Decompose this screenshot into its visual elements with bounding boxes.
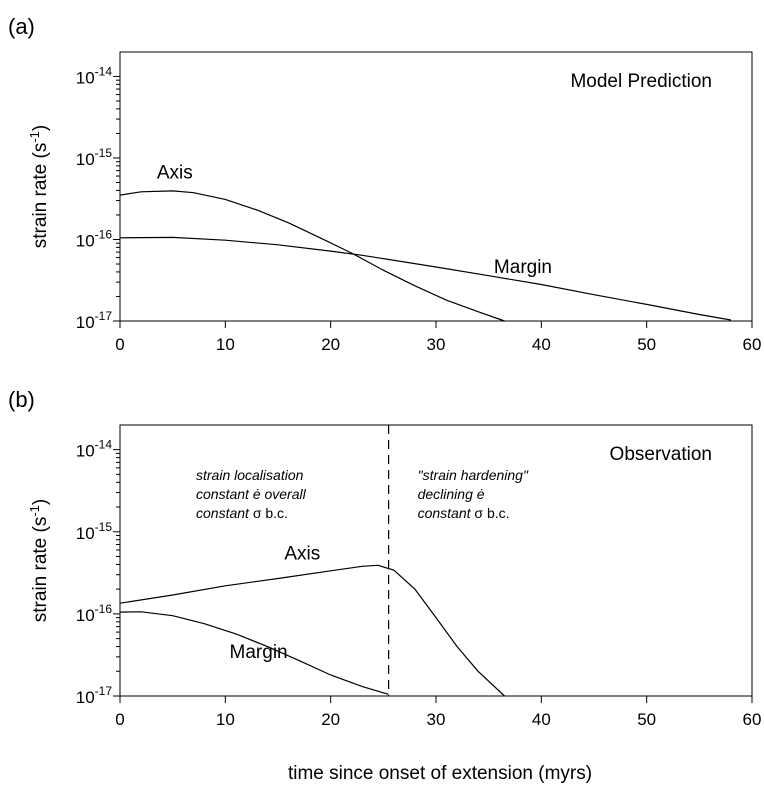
y-tick-label: 10-15 bbox=[76, 146, 113, 169]
y-tick-label: 10-15 bbox=[76, 520, 113, 543]
y-tick-label: 10-16 bbox=[76, 602, 113, 625]
series-label-margin: Margin bbox=[494, 257, 552, 278]
y-tick-label: 10-16 bbox=[76, 227, 113, 250]
note-left: constant σ b.c. bbox=[196, 505, 288, 521]
panel-title: Model Prediction bbox=[570, 71, 712, 92]
x-tick-label: 20 bbox=[321, 710, 340, 729]
series-label-axis: Axis bbox=[157, 162, 193, 183]
series-label-axis: Axis bbox=[284, 543, 320, 564]
y-tick-label: 10-14 bbox=[76, 64, 113, 87]
panel-a: (a) 0 10 20 30 40 50 60 10-17 10-16 10-15 10-14 stra… bbox=[8, 14, 761, 354]
y-axis-label: strain rate (s-1) bbox=[27, 125, 51, 248]
x-tick-label: 30 bbox=[427, 335, 446, 354]
x-tick-label: 60 bbox=[743, 335, 762, 354]
note-left: strain localisation bbox=[196, 467, 304, 483]
y-tick-label: 10-14 bbox=[76, 438, 113, 461]
x-tick-label: 50 bbox=[637, 710, 656, 729]
x-tick-label: 10 bbox=[216, 335, 235, 354]
series-line-margin bbox=[119, 236, 732, 321]
plot-frame bbox=[119, 424, 753, 697]
x-tick-label: 10 bbox=[216, 710, 235, 729]
x-tick-label: 0 bbox=[115, 710, 124, 729]
x-tick-label: 50 bbox=[637, 335, 656, 354]
note-left: constant ė overall bbox=[196, 486, 307, 502]
panel-label: (a) bbox=[8, 14, 35, 39]
note-right: constant σ b.c. bbox=[418, 505, 510, 521]
x-tick-label: 40 bbox=[532, 710, 551, 729]
series-label-margin: Margin bbox=[230, 642, 288, 663]
note-right: "strain hardening" bbox=[418, 467, 529, 483]
y-tick-label: 10-17 bbox=[76, 684, 113, 707]
x-tick-label: 40 bbox=[532, 335, 551, 354]
x-tick-label: 20 bbox=[321, 335, 340, 354]
x-axis-label: time since onset of extension (myrs) bbox=[288, 763, 592, 784]
panel-b: (b) 0 10 20 30 40 50 60 10-17 10-16 10-15 10-14 stra… bbox=[8, 387, 761, 729]
series-line-margin bbox=[119, 611, 389, 695]
panel-title: Observation bbox=[610, 444, 712, 465]
x-tick-label: 60 bbox=[743, 710, 762, 729]
y-tick-label: 10-17 bbox=[76, 309, 113, 332]
x-tick-label: 30 bbox=[427, 710, 446, 729]
panel-label: (b) bbox=[8, 387, 35, 412]
series-line-axis bbox=[119, 564, 505, 697]
x-tick-label: 0 bbox=[115, 335, 124, 354]
series-line-axis bbox=[119, 190, 505, 322]
note-right: declining ė bbox=[418, 486, 485, 502]
plot-frame bbox=[119, 51, 753, 322]
y-axis-label: strain rate (s-1) bbox=[27, 499, 51, 622]
